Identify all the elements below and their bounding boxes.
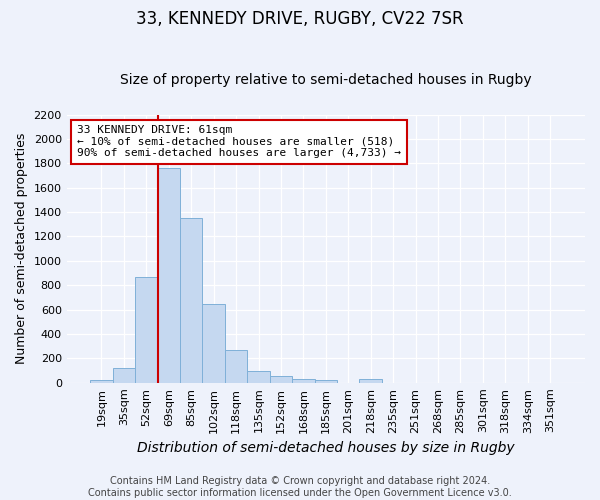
Bar	[135, 276, 158, 383]
Text: 33 KENNEDY DRIVE: 61sqm
← 10% of semi-detached houses are smaller (518)
90% of s: 33 KENNEDY DRIVE: 61sqm ← 10% of semi-de…	[77, 126, 401, 158]
Y-axis label: Number of semi-detached properties: Number of semi-detached properties	[15, 133, 28, 364]
Bar	[314, 380, 337, 383]
Bar	[270, 376, 292, 383]
Bar	[113, 368, 135, 383]
Text: Contains HM Land Registry data © Crown copyright and database right 2024.
Contai: Contains HM Land Registry data © Crown c…	[88, 476, 512, 498]
Bar	[202, 304, 225, 383]
Bar	[180, 218, 202, 383]
Bar	[247, 370, 270, 383]
Bar	[359, 379, 382, 383]
Bar	[158, 168, 180, 383]
Bar	[90, 380, 113, 383]
Bar	[225, 350, 247, 383]
Title: Size of property relative to semi-detached houses in Rugby: Size of property relative to semi-detach…	[120, 73, 532, 87]
Text: 33, KENNEDY DRIVE, RUGBY, CV22 7SR: 33, KENNEDY DRIVE, RUGBY, CV22 7SR	[136, 10, 464, 28]
Bar	[292, 378, 314, 383]
X-axis label: Distribution of semi-detached houses by size in Rugby: Distribution of semi-detached houses by …	[137, 441, 515, 455]
